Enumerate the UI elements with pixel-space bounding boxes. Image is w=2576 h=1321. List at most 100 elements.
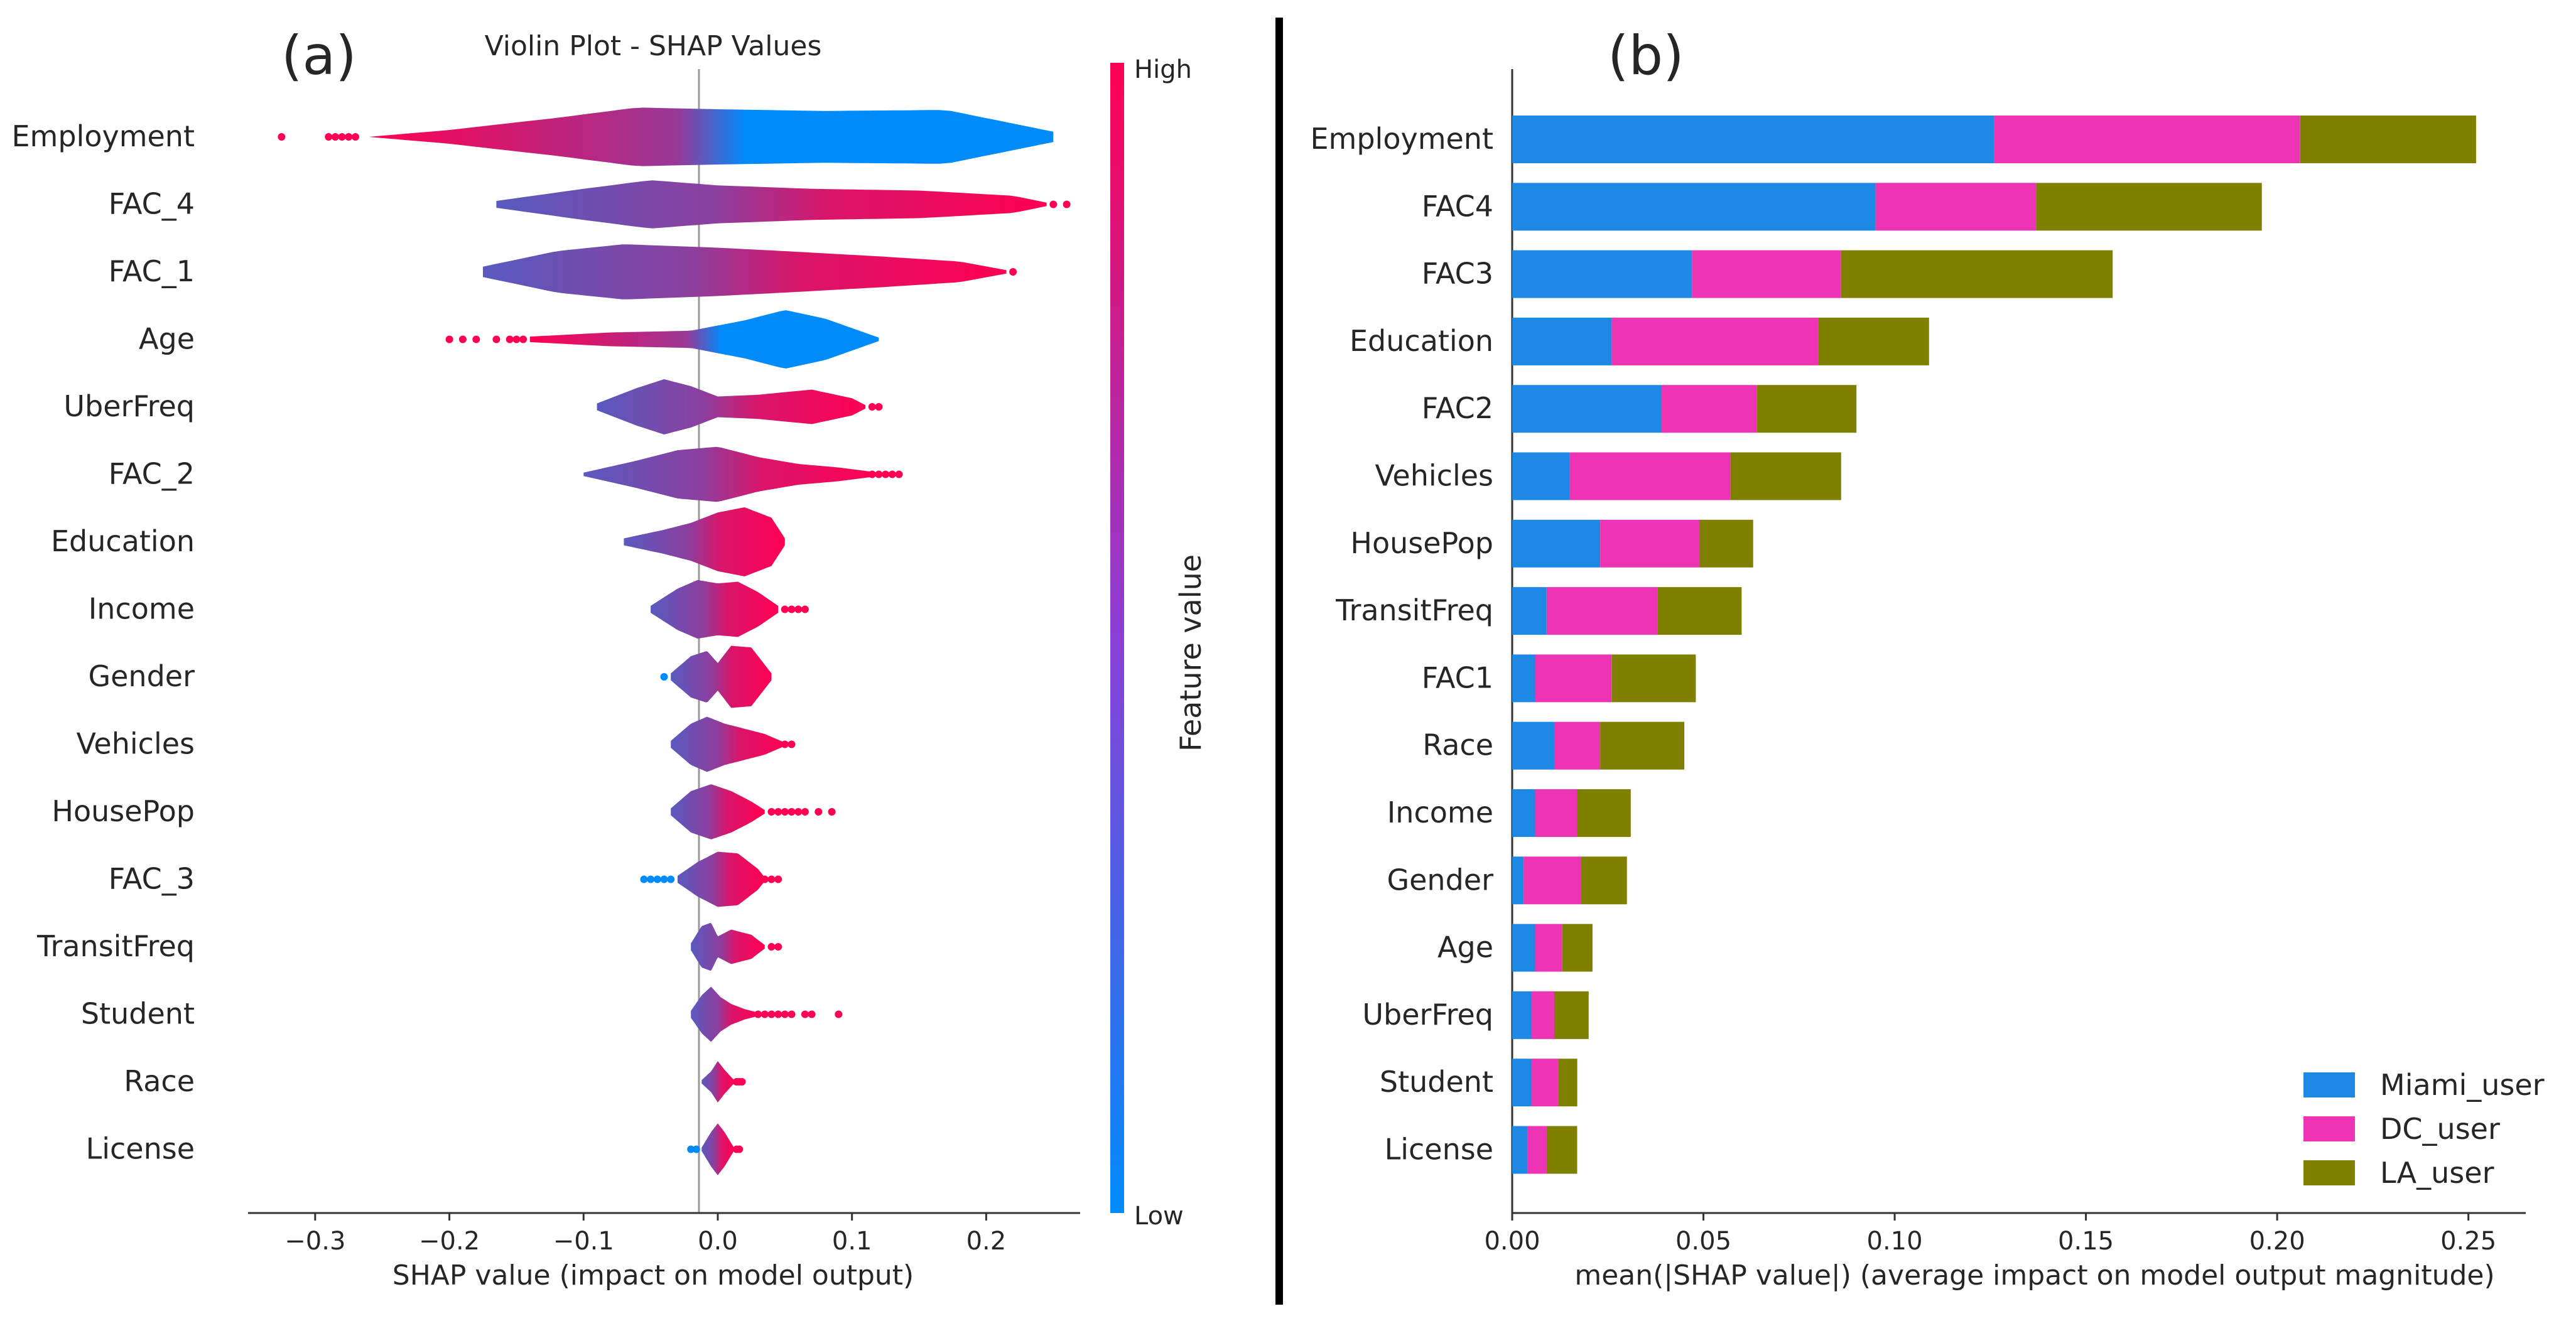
- violin-outlier-point: [735, 1145, 744, 1153]
- violin-outlier-point: [888, 470, 896, 478]
- bar-category-label: FAC3: [1422, 257, 1493, 291]
- violin-outlier-point: [781, 605, 789, 613]
- bar-dc-user: [1692, 250, 1841, 298]
- violin-race: [701, 1061, 746, 1103]
- violin-feature-label: TransitFreq: [36, 929, 195, 963]
- violin-education: [624, 507, 785, 576]
- violin-outlier-point: [808, 1010, 816, 1018]
- bar-la-user: [1554, 991, 1589, 1039]
- violin-body: [583, 446, 879, 502]
- bar-dc-user: [1527, 1126, 1547, 1174]
- violin-outlier-point: [767, 875, 776, 883]
- bar-la-user: [1657, 587, 1742, 635]
- violin-employment: [278, 107, 1054, 166]
- violin-feature-label: Race: [124, 1064, 195, 1098]
- violin-x-axis-label: SHAP value (impact on model output): [392, 1259, 914, 1291]
- bar-dc-user: [1661, 385, 1757, 433]
- violin-outlier-point: [458, 335, 467, 343]
- violin-feature-label: Vehicles: [77, 727, 195, 761]
- violin-feature-label: UberFreq: [63, 389, 195, 423]
- violin-body: [701, 1123, 734, 1175]
- violin-feature-label: FAC_2: [109, 457, 195, 491]
- violin-outlier-point: [352, 133, 359, 141]
- violin-outlier-point: [787, 1010, 796, 1018]
- bar-category-label: FAC1: [1422, 660, 1493, 694]
- violin-uberfreq: [597, 379, 883, 434]
- violin-bodies: [278, 107, 1071, 1175]
- violin-housepop: [671, 784, 836, 839]
- bar-x-tick-label: 0.00: [1484, 1227, 1540, 1256]
- bar-x-tick-label: 0.15: [2058, 1227, 2114, 1256]
- legend-swatch-la-user: [2303, 1160, 2355, 1185]
- violin-outlier-point: [345, 133, 353, 141]
- bar-category-label: Student: [1380, 1065, 1493, 1099]
- violin-outlier-point: [1049, 200, 1058, 208]
- violin-body: [624, 507, 785, 576]
- bar-x-tick-label: 0.10: [1867, 1227, 1923, 1256]
- violin-body: [701, 1061, 734, 1103]
- violin-outlier-point: [325, 133, 333, 141]
- violin-feature-labels: Employment FAC_4 FAC_1 Age UberFreq FAC_2 Educ…: [11, 119, 195, 1166]
- bar-la-user: [1562, 924, 1593, 972]
- bar-miami-user: [1512, 654, 1535, 703]
- bar-dc-user: [1531, 1059, 1559, 1107]
- bar-category-label: UberFreq: [1362, 998, 1493, 1032]
- violin-feature-label: Employment: [11, 119, 195, 153]
- legend-swatch-dc-user: [2303, 1116, 2355, 1141]
- violin-outlier-point: [774, 808, 782, 816]
- violin-outlier-point: [801, 1010, 809, 1018]
- violin-outlier-point: [760, 875, 769, 883]
- bar-miami-user: [1512, 721, 1554, 770]
- panel-divider: [1275, 18, 1283, 1305]
- bar-legend: Miami_user DC_user LA_user: [2303, 1068, 2545, 1190]
- violin-outlier-point: [868, 403, 876, 411]
- bar-miami-user: [1512, 183, 1876, 231]
- bar-dc-user: [1531, 991, 1554, 1039]
- violin-outlier-point: [692, 1145, 700, 1153]
- bar-miami-user: [1512, 519, 1601, 568]
- violin-outlier-point: [445, 335, 453, 343]
- violin-outlier-point: [875, 403, 883, 411]
- violin-outlier-point: [754, 808, 762, 816]
- bar-la-user: [1730, 452, 1841, 500]
- violin-body: [496, 180, 1047, 229]
- bar-category-label: Race: [1422, 728, 1493, 762]
- bar-category-label: Age: [1437, 930, 1493, 964]
- violin-body: [691, 986, 759, 1042]
- violin-body: [651, 580, 779, 639]
- violin-outlier-point: [774, 1010, 782, 1018]
- bar-miami-user: [1512, 116, 1994, 163]
- violin-gender: [660, 645, 772, 708]
- violin-outlier-point: [774, 875, 782, 883]
- violin-feature-label: FAC_4: [109, 187, 195, 221]
- violin-outlier-point: [781, 740, 789, 748]
- violin-student: [691, 986, 843, 1042]
- violin-license: [687, 1123, 744, 1175]
- colorbar-high-label: High: [1134, 55, 1192, 84]
- bar-category-label: Education: [1350, 324, 1493, 358]
- violin-outlier-point: [868, 470, 876, 478]
- legend-label: Miami_user: [2380, 1068, 2545, 1102]
- violin-outlier-point: [875, 470, 883, 478]
- bar-dc-user: [1600, 519, 1700, 568]
- violin-feature-label: Education: [51, 524, 195, 558]
- violin-outlier-point: [660, 875, 668, 883]
- bar-category-label: FAC4: [1422, 189, 1493, 223]
- bar-la-user: [2300, 116, 2476, 163]
- violin-fac-1: [483, 244, 1017, 299]
- violin-x-tick-label: 0.1: [832, 1227, 872, 1256]
- violin-x-tick-label: −0.3: [284, 1227, 345, 1256]
- bar-miami-user: [1512, 924, 1535, 972]
- bar-dc-user: [1994, 116, 2300, 163]
- violin-x-tick-label: −0.2: [419, 1227, 480, 1256]
- bar-la-user: [1818, 317, 1929, 365]
- bar-miami-user: [1512, 587, 1547, 635]
- violin-body: [483, 244, 1007, 299]
- violin-outlier-point: [787, 605, 796, 613]
- violin-feature-label: Gender: [88, 659, 195, 693]
- bar-dc-user: [1535, 654, 1612, 703]
- bar-x-axis-label: mean(|SHAP value|) (average impact on mo…: [1574, 1259, 2494, 1291]
- violin-body: [671, 645, 772, 708]
- bar-dc-user: [1535, 924, 1562, 972]
- bar-series: [1512, 116, 2476, 1174]
